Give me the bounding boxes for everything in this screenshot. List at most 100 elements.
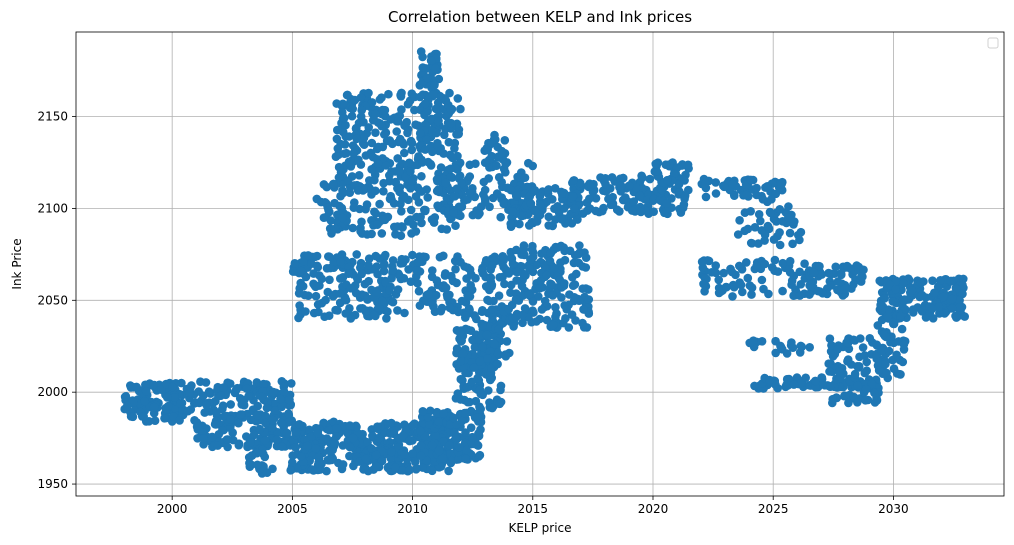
data-point [876, 300, 885, 310]
y-tick-label: 2000 [37, 385, 68, 399]
data-point [226, 400, 235, 409]
data-point [450, 192, 460, 201]
data-point [618, 195, 628, 205]
data-point [332, 424, 341, 433]
data-point [400, 308, 409, 318]
data-point [432, 276, 442, 285]
data-point [246, 438, 255, 447]
data-point [311, 282, 320, 292]
data-point [364, 254, 374, 263]
data-point [899, 340, 909, 349]
data-point [261, 418, 270, 428]
data-point [342, 90, 352, 100]
x-tick-label: 2030 [878, 502, 909, 516]
data-point [936, 276, 945, 285]
data-point [785, 256, 795, 266]
data-point [861, 384, 871, 394]
data-point [200, 408, 209, 417]
data-point [330, 224, 340, 234]
data-point [475, 209, 484, 218]
data-point [471, 159, 480, 168]
data-point [405, 436, 414, 446]
data-point [468, 210, 478, 220]
data-point [407, 229, 416, 238]
data-point [398, 258, 408, 268]
data-point [467, 377, 477, 387]
data-point [861, 396, 870, 405]
data-point [445, 88, 454, 98]
data-point [763, 182, 772, 191]
data-point [288, 451, 298, 460]
data-point [400, 148, 409, 158]
data-point [849, 280, 858, 289]
data-point [418, 52, 427, 62]
data-point [387, 447, 396, 457]
data-point [795, 235, 804, 245]
data-point [683, 160, 693, 170]
data-point [279, 387, 289, 396]
data-point [835, 367, 844, 377]
data-point [805, 290, 814, 299]
data-point [465, 188, 474, 198]
data-point [504, 269, 514, 278]
data-point [542, 197, 551, 207]
data-point [364, 276, 374, 286]
data-point [141, 380, 150, 390]
data-point [859, 265, 868, 275]
data-point [752, 183, 761, 193]
data-point [771, 336, 780, 346]
data-point [385, 286, 394, 295]
data-point [782, 349, 792, 358]
data-point [433, 117, 443, 127]
data-point [889, 364, 899, 374]
data-point [898, 296, 908, 305]
data-point [451, 264, 460, 274]
data-point [567, 219, 577, 228]
data-point [796, 341, 806, 351]
data-point [244, 391, 253, 401]
data-point [651, 159, 660, 169]
data-point [844, 398, 853, 408]
data-point [559, 204, 569, 213]
data-point [424, 289, 434, 299]
data-point [236, 410, 245, 419]
data-point [345, 451, 354, 461]
data-point [858, 343, 868, 352]
data-point [170, 393, 179, 402]
data-point [589, 179, 598, 189]
data-point [361, 307, 371, 316]
data-point [397, 105, 406, 114]
data-point [636, 207, 646, 217]
data-point [494, 291, 504, 301]
data-point [377, 229, 387, 238]
data-point [286, 466, 296, 475]
data-point [371, 109, 380, 119]
data-point [420, 145, 430, 154]
data-point [352, 134, 362, 144]
data-point [333, 144, 343, 153]
data-point [363, 438, 372, 447]
data-point [532, 317, 541, 326]
data-point [452, 348, 461, 358]
data-point [824, 268, 833, 278]
data-point [303, 251, 313, 260]
data-point [330, 439, 340, 448]
data-point [226, 415, 235, 424]
data-point [469, 363, 479, 372]
data-point [746, 207, 755, 216]
data-point [368, 431, 377, 441]
data-point [408, 250, 417, 260]
data-point [382, 314, 391, 323]
data-point [416, 451, 426, 461]
data-point [517, 281, 527, 291]
data-point [322, 182, 332, 192]
data-point [711, 189, 721, 198]
data-point [860, 351, 870, 360]
data-point [773, 267, 783, 276]
data-point [357, 105, 367, 115]
data-point [431, 431, 440, 440]
data-point [456, 395, 466, 404]
data-point [828, 394, 837, 404]
data-point [374, 303, 384, 312]
data-point [657, 185, 667, 195]
